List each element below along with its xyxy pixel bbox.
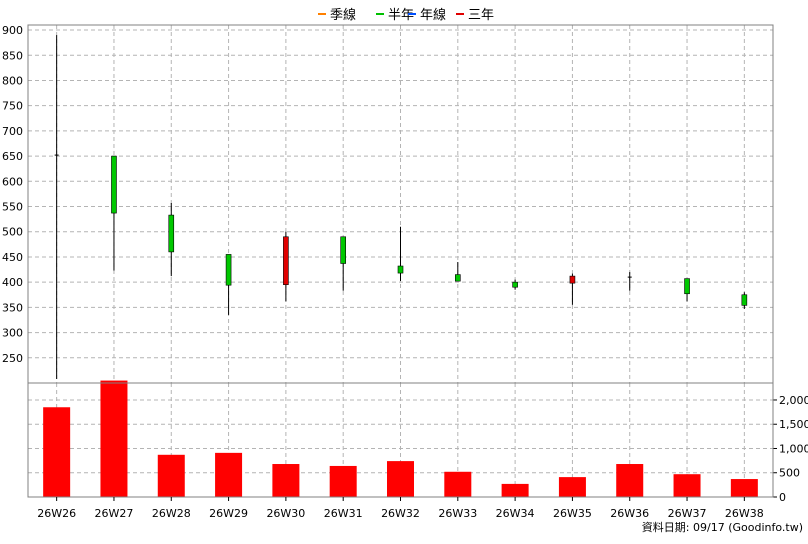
data-date-footer: 資料日期: 09/17 (Goodinfo.tw): [642, 520, 803, 534]
price-tick-label: 650: [2, 150, 23, 163]
x-tick-label: 26W28: [152, 507, 191, 520]
x-tick-label: 26W32: [381, 507, 420, 520]
x-tick-label: 26W34: [496, 507, 535, 520]
candle-26W33: [455, 261, 461, 282]
candle-body: [111, 155, 117, 214]
volume-bar-26W38: [730, 479, 758, 497]
volume-bar-26W34: [501, 483, 529, 497]
candle-body: [340, 236, 346, 264]
legend-label-4: 三年: [468, 8, 494, 23]
candle-26W27: [111, 155, 117, 271]
price-tick-label: 800: [2, 74, 23, 87]
volume-bar-26W26: [43, 407, 71, 497]
x-tick-label: 26W30: [266, 507, 305, 520]
volume-tick-label: 0: [779, 491, 786, 504]
price-tick-label: 900: [2, 24, 23, 37]
candle-body: [684, 278, 690, 295]
volume-bar-26W31: [329, 465, 357, 497]
volume-tick-label: 1,000: [779, 442, 808, 455]
candle-body: [397, 265, 404, 274]
price-tick-label: 500: [2, 226, 23, 239]
legend-label-3: 年線: [420, 7, 446, 23]
price-tick-label: 300: [2, 327, 23, 340]
x-axis: 26W26 26W27 26W28 26W29 26W30 26W31 26W32 26W33…: [37, 497, 764, 520]
volume-bar-26W27: [100, 380, 128, 497]
candle-26W28: [168, 202, 175, 277]
price-tick-label: 550: [2, 201, 23, 214]
candle-26W26: [54, 35, 59, 379]
x-tick-label: 26W38: [725, 507, 764, 520]
candle-26W38: [741, 292, 748, 309]
legend-label-1: 季線: [330, 7, 356, 23]
x-tick-label: 26W33: [438, 507, 477, 520]
price-tick-label: 750: [2, 100, 23, 113]
candle-26W34: [512, 279, 518, 290]
price-tick-label: 700: [2, 125, 23, 138]
price-tick-label: 400: [2, 276, 23, 289]
candle-26W32: [397, 226, 404, 282]
volume-bar-26W36: [616, 464, 644, 497]
x-tick-label: 26W31: [324, 507, 363, 520]
volume-bar-26W29: [215, 452, 243, 497]
price-tick-label: 850: [2, 49, 23, 62]
candle-26W30: [283, 231, 289, 302]
price-tick-label: 450: [2, 251, 23, 264]
volume-bar-26W35: [558, 477, 586, 497]
price-tick-label: 350: [2, 301, 23, 314]
x-tick-label: 26W37: [668, 507, 707, 520]
volume-bar-26W30: [272, 464, 300, 497]
candle-body: [225, 254, 232, 286]
candle-26W37: [684, 278, 690, 302]
volume-tick-label: 1,500: [779, 418, 808, 431]
candle-26W29: [225, 254, 232, 315]
x-tick-label: 26W35: [553, 507, 592, 520]
candle-26W36: [627, 272, 632, 291]
legend-label-2: 半年: [388, 8, 414, 23]
volume-bar-26W32: [387, 461, 414, 497]
legend: 季線 半年 年線 三年: [318, 7, 494, 23]
x-tick-label: 26W29: [209, 507, 248, 520]
x-tick-label: 26W27: [95, 507, 134, 520]
volume-panel: 0 500 1,000 1,500 2,000: [27, 380, 808, 504]
candle-body: [455, 274, 461, 282]
price-panel: 250 300 350 400 450 500 550 600 650 700 750 800 850 9…: [2, 24, 774, 384]
candle-26W35: [569, 273, 576, 305]
candle-body: [283, 236, 289, 285]
x-tick-label: 26W36: [610, 507, 649, 520]
price-tick-label: 600: [2, 175, 23, 188]
volume-bar-26W37: [673, 474, 701, 497]
volume-bar-26W33: [444, 471, 472, 497]
x-tick-label: 26W26: [37, 507, 76, 520]
candle-26W31: [340, 236, 346, 291]
price-tick-label: 250: [2, 352, 23, 365]
volume-tick-label: 500: [779, 467, 800, 480]
volume-tick-label: 2,000: [779, 394, 808, 407]
candle-body: [569, 275, 576, 284]
volume-bar-26W28: [157, 454, 185, 497]
candle-body: [741, 294, 748, 306]
candle-body: [512, 281, 518, 288]
candle-body: [168, 214, 175, 253]
